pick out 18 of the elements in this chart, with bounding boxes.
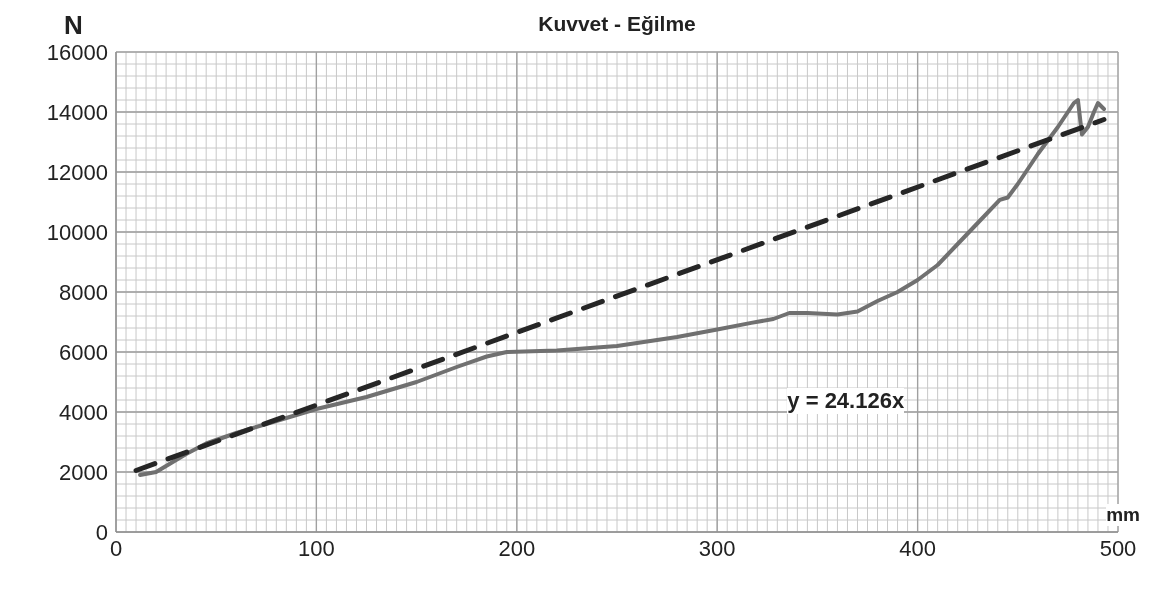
y-tick-label: 6000 <box>59 339 108 365</box>
x-tick-label: 300 <box>698 535 736 561</box>
y-tick-label: 10000 <box>46 219 108 245</box>
y-tick-label: 12000 <box>46 159 108 185</box>
x-axis-title: mm <box>1106 504 1140 526</box>
x-tick-label: 100 <box>298 535 335 561</box>
y-tick-label: 16000 <box>46 39 108 65</box>
y-tick-label: 8000 <box>59 279 108 305</box>
y-tick-label: 14000 <box>46 99 108 125</box>
y-axis-title: N <box>64 10 83 41</box>
annotation: y = 24.126x <box>787 388 905 414</box>
chart-title: Kuvvet - Eğilme <box>537 12 697 36</box>
y-tick-label: 4000 <box>59 399 108 425</box>
y-tick-label: 2000 <box>59 459 108 485</box>
y-tick-label: 0 <box>95 519 108 545</box>
x-tick-label: 500 <box>1099 535 1137 561</box>
x-tick-label: 200 <box>498 535 536 561</box>
x-tick-label: 400 <box>899 535 936 561</box>
